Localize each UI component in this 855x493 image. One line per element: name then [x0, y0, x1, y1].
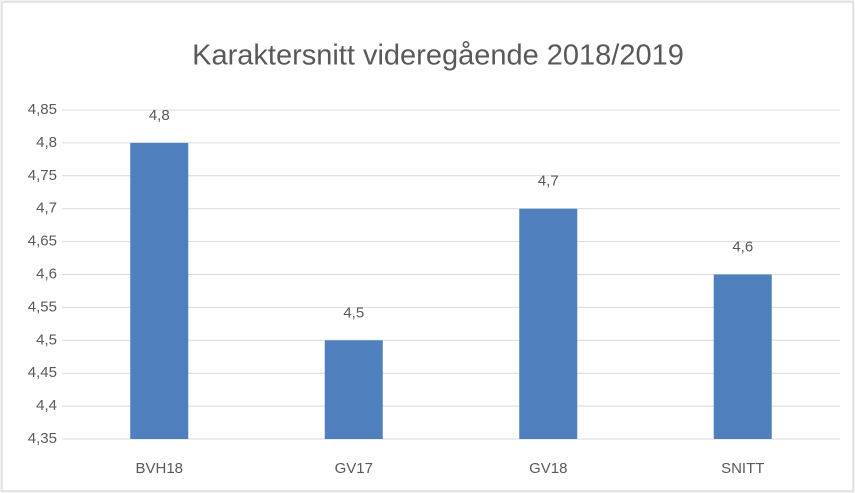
x-tick-label: BVH18 [135, 460, 183, 477]
y-tick-label: 4,65 [28, 233, 57, 250]
bar [713, 274, 772, 439]
bar [130, 142, 189, 439]
y-tick-label: 4,55 [28, 298, 57, 315]
x-tick-label: GV18 [529, 460, 567, 477]
y-tick-label: 4,45 [28, 364, 57, 381]
data-label: 4,6 [732, 238, 753, 255]
y-tick-label: 4,85 [28, 101, 57, 118]
bar [519, 208, 578, 439]
chart-title: Karaktersnitt videregående 2018/2019 [192, 40, 684, 72]
data-label: 4,5 [343, 304, 364, 321]
y-tick-label: 4,7 [36, 200, 57, 217]
y-tick-label: 4,75 [28, 167, 57, 184]
data-label: 4,7 [538, 173, 559, 190]
y-tick-label: 4,4 [36, 397, 57, 414]
bar [324, 340, 383, 439]
x-tick-label: GV17 [335, 460, 373, 477]
x-tick-label: SNITT [721, 460, 764, 477]
y-tick-label: 4,5 [36, 331, 57, 348]
data-label: 4,8 [149, 107, 170, 124]
y-tick-label: 4,8 [36, 134, 57, 151]
y-tick-label: 4,6 [36, 265, 57, 282]
y-tick-label: 4,35 [28, 430, 57, 447]
